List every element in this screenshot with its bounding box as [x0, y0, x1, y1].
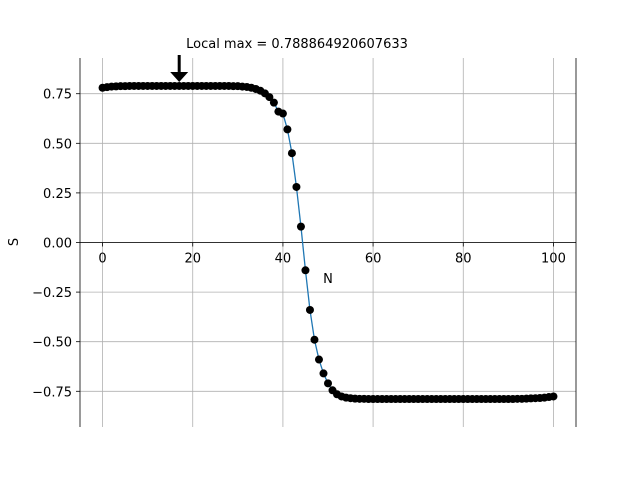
data-series: [98, 81, 558, 404]
annotation-arrow-head: [170, 71, 189, 82]
y-tick-label: 0.25: [43, 187, 72, 202]
data-point: [265, 93, 274, 102]
data-point: [296, 222, 305, 231]
data-point: [301, 266, 310, 275]
y-tick-label: 0.00: [43, 237, 72, 252]
y-tick-label: −0.50: [32, 336, 72, 351]
x-tick-label: 100: [541, 252, 566, 267]
y-tick-label: −0.75: [32, 385, 72, 400]
data-point: [324, 379, 332, 388]
x-tick-label: 0: [98, 252, 106, 267]
data-point: [319, 369, 328, 378]
y-tick-label: 0.75: [43, 88, 72, 103]
data-point: [283, 125, 292, 134]
x-tick-label: 20: [184, 252, 201, 267]
y-tick-label: 0.50: [43, 137, 72, 152]
x-tick-label: 80: [455, 252, 472, 267]
x-tick-label: 60: [365, 252, 382, 267]
data-point: [310, 335, 319, 344]
x-tick-label: 40: [275, 252, 292, 267]
data-point: [269, 98, 278, 107]
tick-labels: 0 20 40 60 80 100 −0.75 −0.50 −0.25 0.00 0.25 0.50 0…: [32, 88, 566, 401]
annotation: Local max = 0.788864920607633: [170, 37, 408, 82]
data-point: [287, 149, 296, 158]
y-axis-label: S: [7, 238, 22, 246]
y-tick-label: −0.25: [32, 286, 72, 301]
data-point: [305, 305, 314, 314]
x-axis-label: N: [323, 272, 333, 287]
data-point: [278, 109, 287, 118]
data-point: [292, 182, 301, 191]
data-point: [549, 392, 558, 401]
data-point: [314, 355, 323, 364]
annotation-label: Local max = 0.788864920607633: [186, 37, 408, 52]
tick-marks: [76, 93, 554, 392]
